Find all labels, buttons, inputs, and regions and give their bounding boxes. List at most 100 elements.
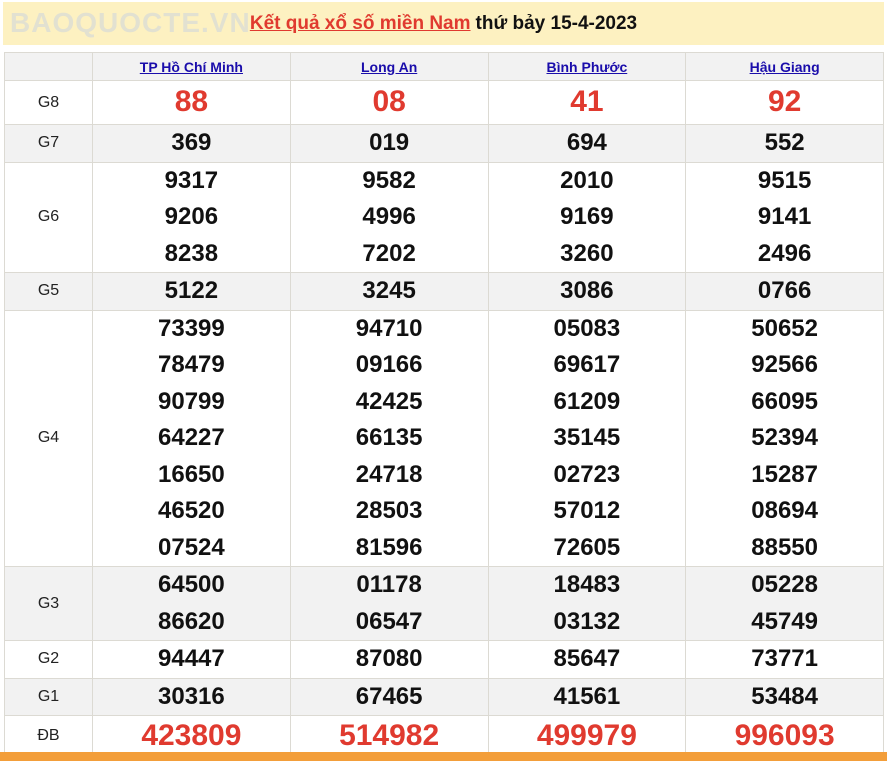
prize-number: 552: [764, 129, 805, 156]
prize-number: 18483: [553, 571, 621, 598]
prize-number: 30316: [158, 682, 225, 710]
prize-number: 9317: [164, 166, 219, 194]
prize-cell: 369: [92, 124, 291, 163]
province-link[interactable]: Long An: [361, 58, 418, 75]
prize-label: G7: [4, 124, 93, 163]
prize-label: G5: [4, 272, 93, 311]
prize-number: 15287: [751, 460, 818, 488]
prize-cell: 30316: [92, 677, 291, 716]
prize-number: 90799: [158, 387, 225, 415]
prize-row-g8: G8 88 08 41 92: [4, 80, 884, 125]
prize-number: 2010: [560, 166, 614, 194]
prize-number: 996093: [734, 718, 835, 752]
prize-label: G2: [4, 640, 93, 679]
prize-row-g6: G6 9317 9206 8238 9582 4996 7202 2010 9169 3260 95…: [4, 161, 884, 273]
prize-cell: 019: [289, 124, 489, 163]
prize-number: 64500: [158, 571, 225, 598]
prize-row-g2: G2 94447 87080 85647 73771: [4, 640, 884, 679]
prize-row-g3: G3 64500 86620 01178 06547 18483 03132 05228 457…: [4, 566, 884, 641]
prize-number: 9169: [560, 203, 614, 230]
prize-label: G1: [4, 677, 93, 716]
prize-cell: 2010 9169 3260: [487, 161, 687, 273]
prize-number: 06547: [355, 607, 423, 635]
prize-number: 94447: [158, 645, 225, 672]
prize-cell: 499979: [487, 715, 687, 757]
prize-cell: 514982: [289, 715, 489, 757]
prize-cell: 64500 86620: [92, 566, 291, 641]
prize-cell: 423809: [92, 715, 291, 757]
prize-cell: 05083 69617 61209 35145 02723 57012 72605: [487, 309, 687, 567]
prize-cell: 87080: [289, 640, 489, 679]
prize-number: 01178: [356, 571, 422, 598]
prize-number: 61209: [553, 387, 621, 415]
prize-number: 73399: [158, 314, 225, 342]
bottom-bar: [0, 752, 887, 761]
prize-number: 9515: [757, 166, 812, 194]
prize-number: 64227: [158, 424, 225, 451]
results-table: TP Hồ Chí Minh Long An Bình Phước Hậu Gi…: [4, 52, 884, 757]
prize-number: 73771: [751, 645, 818, 672]
prize-cell: 996093: [685, 715, 884, 757]
prize-number: 694: [566, 129, 607, 156]
prize-number: 41561: [553, 682, 621, 710]
prize-cell: 552: [685, 124, 884, 163]
prize-number: 5122: [164, 277, 219, 304]
header-empty: [4, 52, 93, 81]
prize-number: 85647: [553, 645, 621, 672]
prize-number: 3086: [560, 277, 614, 304]
prize-cell: 694: [487, 124, 687, 163]
prize-label: G8: [4, 80, 93, 125]
prize-number: 8238: [164, 239, 219, 267]
header-row: TP Hồ Chí Minh Long An Bình Phước Hậu Gi…: [4, 52, 884, 81]
prize-number: 66095: [751, 387, 818, 415]
prize-number: 9141: [757, 203, 812, 230]
prize-number: 9582: [362, 166, 416, 194]
prize-cell: 73399 78479 90799 64227 16650 46520 07524: [92, 309, 291, 567]
prize-cell: 9515 9141 2496: [685, 161, 884, 273]
prize-label: ĐB: [4, 715, 93, 757]
page-title: Kết quả xổ số miền Nam thứ bảy 15-4-2023: [3, 2, 884, 45]
prize-cell: 08: [289, 80, 489, 125]
prize-number: 78479: [158, 351, 225, 378]
province-link[interactable]: TP Hồ Chí Minh: [139, 58, 243, 75]
province-link[interactable]: Hậu Giang: [749, 58, 820, 75]
prize-cell: 73771: [685, 640, 884, 679]
prize-number: 499979: [536, 718, 637, 752]
prize-number: 88: [174, 85, 209, 119]
prize-number: 3260: [560, 239, 614, 267]
prize-number: 514982: [339, 718, 440, 752]
prize-cell: 9317 9206 8238: [92, 161, 291, 273]
prize-row-g4: G4 73399 78479 90799 64227 16650 46520 07524 947…: [4, 309, 884, 567]
prize-label: G3: [4, 566, 93, 641]
prize-cell: 9582 4996 7202: [289, 161, 489, 273]
prize-cell: 94710 09166 42425 66135 24718 28503 81596: [289, 309, 489, 567]
prize-cell: 5122: [92, 272, 291, 311]
province-link[interactable]: Bình Phước: [546, 58, 628, 75]
prize-number: 7202: [362, 239, 416, 267]
title-link[interactable]: Kết quả xổ số miền Nam: [249, 12, 471, 34]
prize-number: 42425: [355, 387, 423, 415]
prize-number: 46520: [158, 497, 225, 524]
prize-number: 2496: [757, 239, 812, 267]
prize-number: 09166: [355, 351, 423, 378]
prize-cell: 88: [92, 80, 291, 125]
prize-number: 50652: [751, 314, 818, 342]
prize-number: 53484: [751, 682, 818, 710]
prize-label: G6: [4, 161, 93, 273]
prize-number: 16650: [158, 460, 225, 488]
prize-number: 28503: [355, 497, 423, 524]
prize-cell: 0766: [685, 272, 884, 311]
prize-number: 81596: [355, 533, 423, 561]
prize-number: 07524: [158, 533, 225, 561]
prize-number: 66135: [355, 424, 423, 451]
prize-number: 3245: [362, 277, 416, 304]
prize-number: 4996: [362, 203, 416, 230]
prize-cell: 41561: [487, 677, 687, 716]
prize-number: 369: [171, 129, 212, 156]
prize-cell: 85647: [487, 640, 687, 679]
prize-number: 92566: [751, 351, 818, 378]
prize-number: 08: [372, 85, 406, 119]
prize-number: 86620: [158, 607, 225, 635]
prize-number: 08694: [751, 497, 818, 524]
prize-cell: 05228 45749: [685, 566, 884, 641]
